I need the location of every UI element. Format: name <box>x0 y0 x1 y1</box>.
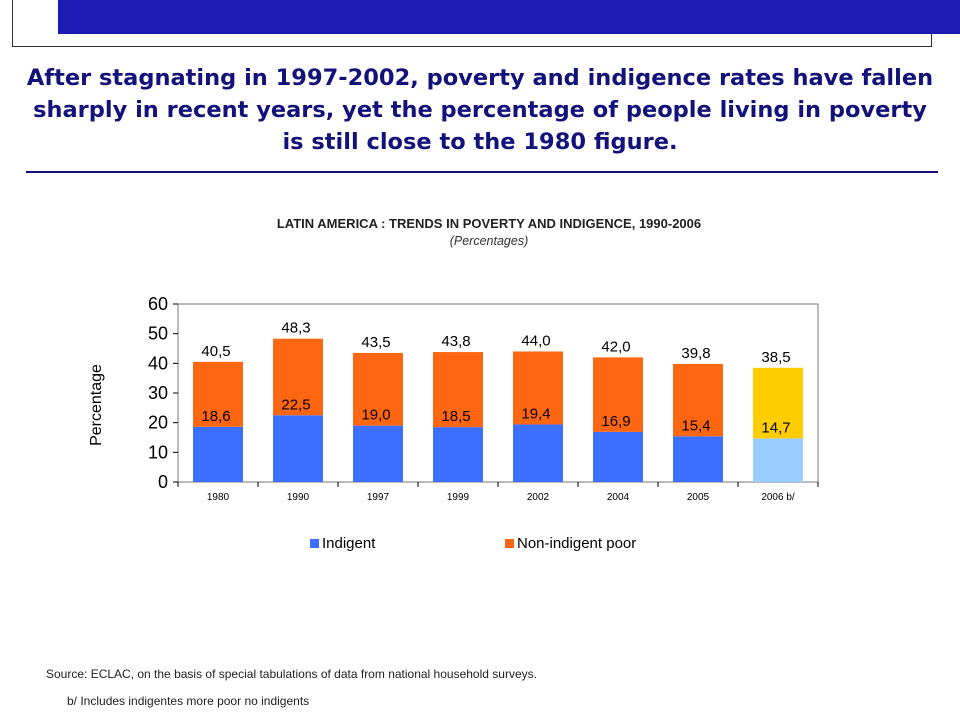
x-tick-label: 1990 <box>287 492 310 503</box>
y-tick-label: 30 <box>148 383 168 403</box>
source-note: Source: ECLAC, on the basis of special t… <box>46 667 537 681</box>
bar-non-indigent-poor <box>273 338 323 416</box>
bar-indigent <box>353 425 403 482</box>
x-tick-label: 2004 <box>607 492 630 503</box>
top-banner-bar <box>58 0 960 34</box>
data-label-total: 42,0 <box>601 338 630 355</box>
data-label-total: 43,5 <box>361 334 390 351</box>
legend-label-indigent: Indigent <box>322 535 376 552</box>
data-label-indigent: 19,4 <box>521 405 550 422</box>
bar-indigent <box>513 424 563 482</box>
headline-divider <box>26 171 938 173</box>
y-tick-label: 40 <box>148 353 168 373</box>
bar-indigent <box>193 426 243 482</box>
bar-indigent <box>673 436 723 482</box>
chart-title: LATIN AMERICA : TRENDS IN POVERTY AND IN… <box>276 216 702 231</box>
data-label-total: 43,8 <box>441 333 470 350</box>
bar-indigent <box>593 431 643 482</box>
y-tick-label: 0 <box>158 472 168 492</box>
data-label-indigent: 15,4 <box>681 417 710 434</box>
x-tick-label: 2006 b/ <box>761 492 795 503</box>
x-tick-label: 2002 <box>527 492 550 503</box>
chart-subtitle: (Percentages) <box>449 234 529 248</box>
bar-indigent <box>433 427 483 482</box>
bar-indigent <box>273 415 323 482</box>
bar-non-indigent-poor <box>593 357 643 432</box>
y-tick-label: 10 <box>148 442 168 462</box>
data-label-indigent: 16,9 <box>601 413 630 430</box>
legend-swatch-non-indigent-poor <box>505 539 514 548</box>
x-tick-label: 1980 <box>207 492 230 503</box>
footnote: b/ Includes indigentes more poor no indi… <box>67 694 310 708</box>
bar-indigent <box>753 438 803 482</box>
legend-label-non-indigent-poor: Non-indigent poor <box>517 535 636 552</box>
x-tick-label: 1999 <box>447 492 470 503</box>
y-tick-label: 50 <box>148 324 168 344</box>
data-label-indigent: 22,5 <box>281 396 310 413</box>
slide-headline: After stagnating in 1997-2002, poverty a… <box>26 65 934 155</box>
data-label-indigent: 18,5 <box>441 408 470 425</box>
data-label-total: 48,3 <box>281 320 310 337</box>
data-label-total: 44,0 <box>521 332 550 349</box>
y-tick-label: 60 <box>148 294 168 314</box>
bar-non-indigent-poor <box>353 352 403 426</box>
data-label-indigent: 18,6 <box>201 408 230 425</box>
legend-swatch-indigent <box>310 539 319 548</box>
bar-non-indigent-poor <box>193 361 243 427</box>
bar-non-indigent-poor <box>753 367 803 439</box>
bar-non-indigent-poor <box>513 351 563 425</box>
data-label-indigent: 14,7 <box>761 419 790 436</box>
y-tick-label: 20 <box>148 413 168 433</box>
data-label-total: 38,5 <box>761 349 790 366</box>
data-label-indigent: 19,0 <box>361 407 390 424</box>
x-tick-label: 1997 <box>367 492 390 503</box>
x-tick-label: 2005 <box>687 492 710 503</box>
bar-non-indigent-poor <box>673 363 723 437</box>
bar-non-indigent-poor <box>433 352 483 428</box>
data-label-total: 40,5 <box>201 343 230 360</box>
data-label-total: 39,8 <box>681 345 710 362</box>
